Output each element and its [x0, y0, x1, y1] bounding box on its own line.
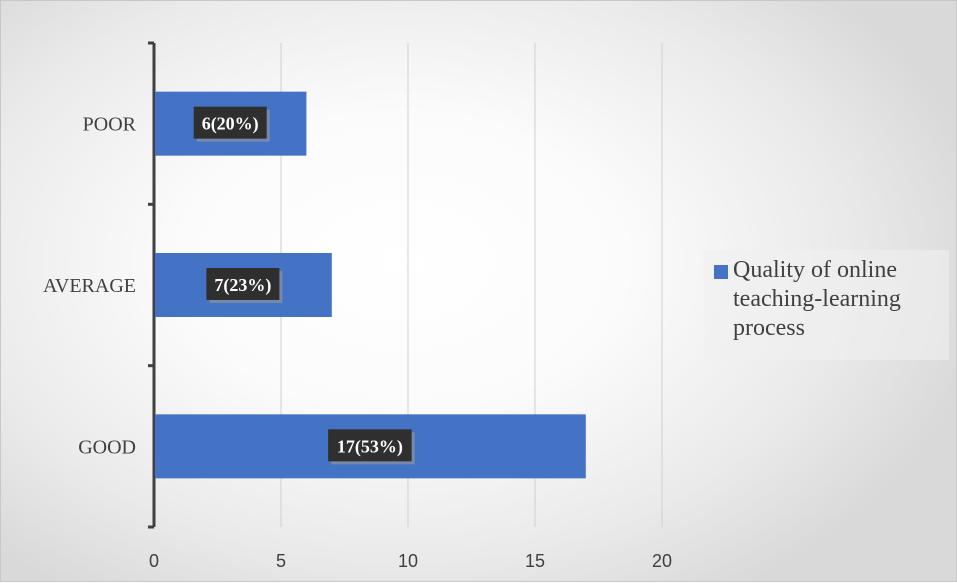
- data-label-box: [193, 106, 267, 139]
- data-label: 17(53%): [337, 436, 403, 457]
- x-tick-label: 0: [149, 551, 159, 571]
- category-label: AVERAGE: [43, 275, 136, 297]
- x-tick-label: 15: [525, 551, 545, 571]
- x-tick-label: 20: [652, 551, 672, 571]
- data-label: 7(23%): [214, 275, 271, 296]
- legend: Quality of online teaching-learning proc…: [704, 250, 949, 360]
- data-label: 6(20%): [202, 114, 259, 135]
- x-tick-label: 5: [276, 551, 286, 571]
- x-tick-label: 10: [398, 551, 418, 571]
- data-label-box: [328, 429, 412, 462]
- legend-swatch: [714, 265, 728, 279]
- category-label: POOR: [83, 114, 137, 136]
- legend-label: Quality of online teaching-learning proc…: [733, 257, 901, 341]
- data-label-box: [206, 268, 280, 300]
- category-label: GOOD: [78, 436, 136, 458]
